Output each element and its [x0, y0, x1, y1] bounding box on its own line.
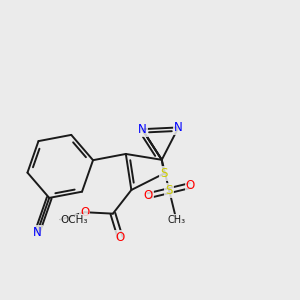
- Text: N: N: [138, 123, 146, 136]
- Text: N: N: [174, 121, 183, 134]
- Text: S: S: [166, 184, 173, 197]
- Text: CH₃: CH₃: [167, 215, 185, 225]
- Text: O: O: [80, 206, 89, 219]
- Text: N: N: [33, 226, 41, 239]
- Text: O: O: [116, 231, 125, 244]
- Text: S: S: [160, 167, 168, 180]
- Text: OCH₃: OCH₃: [61, 214, 88, 225]
- Text: O: O: [186, 179, 195, 192]
- Text: O: O: [143, 189, 153, 202]
